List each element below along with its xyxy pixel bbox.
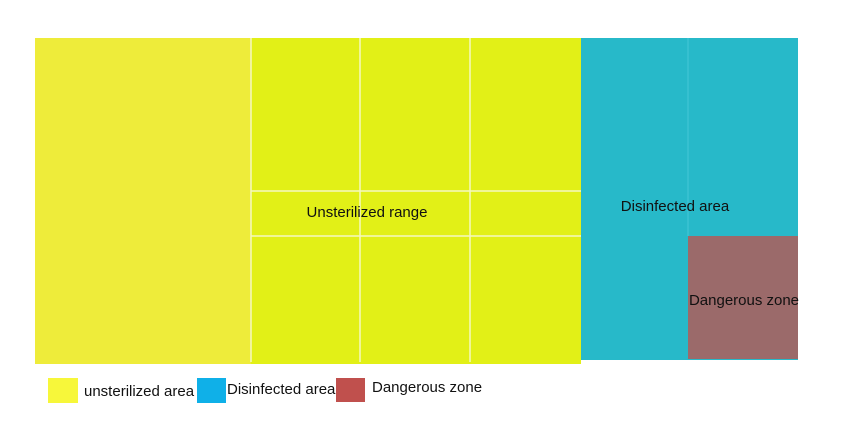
legend-swatch	[336, 378, 365, 402]
zone-label: Unsterilized range	[307, 204, 428, 221]
legend-label: Dangerous zone	[372, 379, 482, 396]
dangerous-block	[688, 236, 798, 359]
legend-swatch	[197, 378, 226, 403]
legend-label: Disinfected area	[227, 381, 336, 398]
unsterilized-range-block	[251, 38, 581, 364]
zone-label: Disinfected area	[621, 198, 730, 215]
unsterilized-block	[35, 38, 251, 364]
legend-swatch	[48, 378, 78, 403]
legend-label: unsterilized area	[84, 383, 195, 400]
zone-label: Dangerous zone	[689, 292, 799, 309]
